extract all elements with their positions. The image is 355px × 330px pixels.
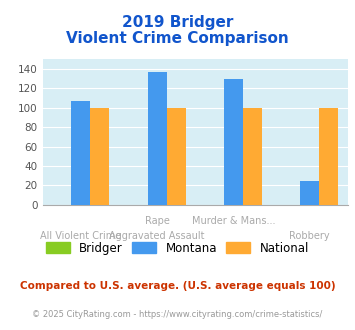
Bar [300,182,319,205]
Text: Murder & Mans...: Murder & Mans... [192,216,275,226]
Bar [319,108,338,205]
Bar [166,108,186,205]
Bar [148,72,166,205]
Text: All Violent Crime: All Violent Crime [40,231,121,241]
Bar [90,108,109,205]
Bar [243,108,262,205]
Text: Violent Crime Comparison: Violent Crime Comparison [66,31,289,46]
Text: Rape: Rape [144,216,170,226]
Bar [224,79,243,205]
Bar [71,101,90,205]
Text: Compared to U.S. average. (U.S. average equals 100): Compared to U.S. average. (U.S. average … [20,281,335,291]
Text: Robbery: Robbery [289,231,330,241]
Text: Aggravated Assault: Aggravated Assault [109,231,205,241]
Text: © 2025 CityRating.com - https://www.cityrating.com/crime-statistics/: © 2025 CityRating.com - https://www.city… [32,310,323,319]
Text: 2019 Bridger: 2019 Bridger [122,15,233,30]
Legend: Bridger, Montana, National: Bridger, Montana, National [42,237,313,259]
